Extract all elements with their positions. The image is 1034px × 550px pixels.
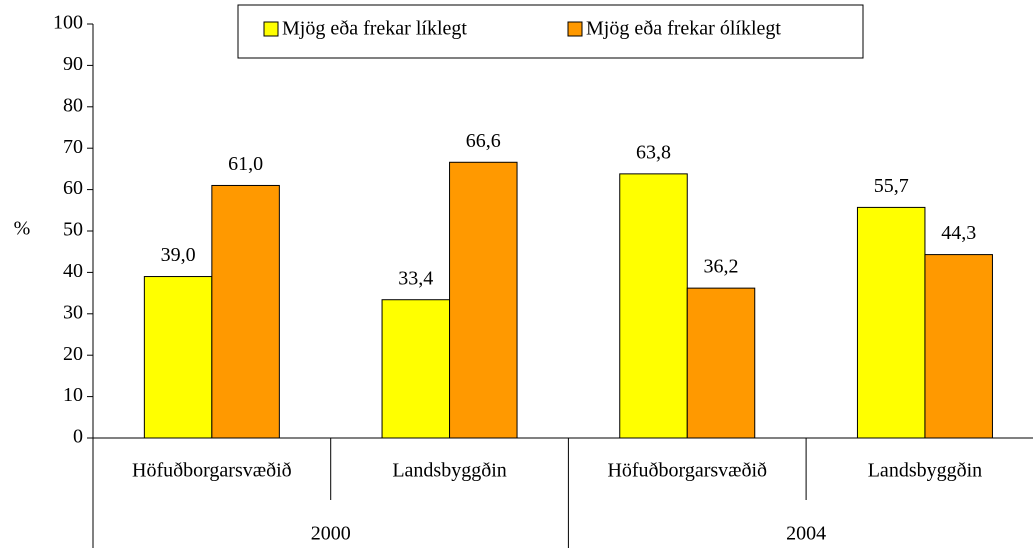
y-tick-label: 90 (63, 53, 83, 75)
bar (856, 206, 926, 439)
legend-label: Mjög eða frekar ólíklegt (586, 18, 781, 40)
y-tick-label: 30 (63, 301, 83, 323)
data-label: 39,0 (161, 244, 196, 266)
x-tick-label: Landsbyggðin (868, 460, 982, 482)
y-tick-label: 100 (53, 12, 83, 34)
x-tick-label: Höfuðborgarsvæðið (132, 460, 292, 482)
x-tick-label: Landsbyggðin (392, 460, 506, 482)
bar (686, 287, 756, 439)
y-tick-label: 40 (63, 260, 83, 282)
data-label: 66,6 (466, 130, 501, 152)
y-tick-label: 50 (63, 219, 83, 241)
y-tick-label: 80 (63, 94, 83, 116)
legend-box (237, 4, 864, 59)
legend-label: Mjög eða frekar líklegt (282, 18, 467, 40)
y-tick-label: 10 (63, 384, 83, 406)
bar (143, 276, 213, 439)
bar (924, 254, 993, 439)
x-tick-label: Höfuðborgarsvæðið (607, 460, 767, 482)
data-label: 44,3 (941, 222, 976, 244)
y-tick-label: 60 (63, 177, 83, 199)
data-label: 63,8 (636, 141, 671, 163)
legend-swatch (567, 21, 583, 37)
y-axis-label: % (14, 218, 31, 240)
y-tick-label: 20 (63, 343, 83, 365)
data-label: 36,2 (704, 256, 739, 278)
data-label: 33,4 (398, 267, 433, 289)
y-tick-label: 70 (63, 136, 83, 158)
legend-swatch (263, 21, 279, 37)
data-label: 55,7 (874, 175, 909, 197)
bar (211, 184, 280, 439)
bar (619, 173, 688, 439)
bar (449, 161, 518, 439)
y-tick-label: 0 (73, 426, 83, 448)
group-label: 2000 (311, 523, 351, 545)
bar (381, 299, 451, 439)
group-label: 2004 (786, 523, 826, 545)
data-label: 61,0 (228, 153, 263, 175)
